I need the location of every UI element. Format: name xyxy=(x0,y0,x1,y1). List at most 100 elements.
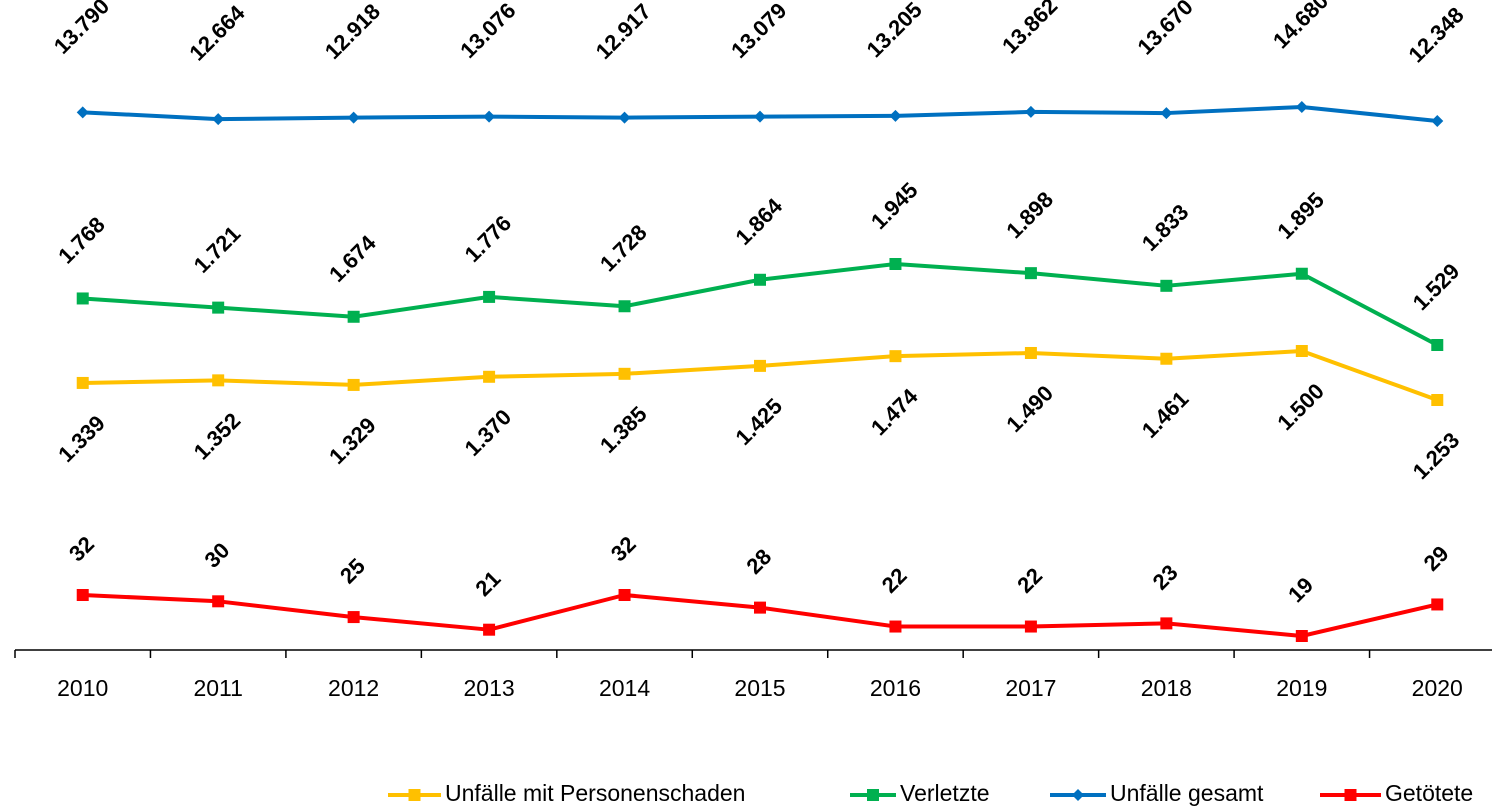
data-label: 1.674 xyxy=(324,230,381,287)
data-label: 1.474 xyxy=(866,383,923,440)
data-label: 13.670 xyxy=(1133,0,1198,60)
x-tick-label: 2012 xyxy=(328,675,379,701)
data-point xyxy=(212,595,225,608)
data-point xyxy=(889,350,902,363)
data-label: 19 xyxy=(1283,572,1318,607)
data-point xyxy=(1024,267,1037,280)
data-point xyxy=(1295,101,1308,113)
series-line xyxy=(82,593,1438,638)
legend-label: Verletzte xyxy=(900,780,990,806)
data-label: 1.329 xyxy=(324,412,381,469)
x-tick-label: 2017 xyxy=(1005,675,1056,701)
data-point xyxy=(1160,107,1173,120)
data-point xyxy=(1295,630,1308,642)
data-point xyxy=(889,258,902,270)
data-label: 1.352 xyxy=(189,408,246,465)
x-tick-label: 2019 xyxy=(1276,675,1327,701)
x-tick-label: 2020 xyxy=(1412,675,1463,701)
data-label: 1.945 xyxy=(866,178,923,235)
data-point xyxy=(1431,598,1444,611)
data-point xyxy=(76,589,89,601)
data-label: 14.680 xyxy=(1268,0,1333,53)
data-label: 25 xyxy=(335,553,370,588)
data-label: 1.721 xyxy=(189,221,246,278)
data-point xyxy=(889,109,902,122)
data-point xyxy=(347,611,360,624)
x-tick-label: 2010 xyxy=(57,675,108,701)
x-tick-label: 2018 xyxy=(1141,675,1192,701)
legend-label: Unfälle gesamt xyxy=(1110,780,1264,806)
data-point xyxy=(1431,339,1444,351)
data-point xyxy=(1160,352,1173,365)
data-label: 1.895 xyxy=(1272,187,1329,244)
data-label: 1.339 xyxy=(53,410,110,467)
x-tick-label: 2015 xyxy=(734,675,785,701)
data-label: 13.790 xyxy=(49,0,114,59)
data-point xyxy=(1431,115,1444,127)
data-point xyxy=(347,111,360,124)
data-point xyxy=(754,273,766,286)
data-point xyxy=(1295,345,1308,357)
data-label: 1.425 xyxy=(731,393,788,450)
data-label: 12.917 xyxy=(591,0,656,64)
legend-marker xyxy=(1344,789,1357,801)
data-point xyxy=(1160,617,1173,630)
data-label: 32 xyxy=(64,531,99,566)
data-label: 30 xyxy=(199,538,234,573)
data-label: 13.205 xyxy=(862,0,927,62)
data-label: 1.490 xyxy=(1001,380,1058,437)
data-point xyxy=(76,376,89,389)
data-label: 29 xyxy=(1419,541,1454,576)
data-label: 13.076 xyxy=(455,0,520,63)
data-point xyxy=(1431,394,1444,406)
data-label: 13.079 xyxy=(726,0,791,63)
data-point xyxy=(1024,105,1037,118)
data-label: 28 xyxy=(741,544,776,579)
data-point xyxy=(347,310,360,323)
data-point xyxy=(754,601,766,614)
data-label: 12.918 xyxy=(320,0,385,64)
series-line xyxy=(82,349,1438,402)
data-point xyxy=(618,111,631,124)
data-point xyxy=(754,359,766,372)
legend-marker xyxy=(867,789,879,801)
x-tick-label: 2013 xyxy=(464,675,515,701)
data-label: 22 xyxy=(877,563,912,598)
data-label: 12.664 xyxy=(184,0,250,66)
data-label: 1.728 xyxy=(595,220,652,277)
data-point xyxy=(76,292,89,305)
data-label: 1.529 xyxy=(1408,259,1465,316)
legend-marker xyxy=(408,789,421,801)
data-point xyxy=(1024,620,1037,633)
data-point xyxy=(212,374,225,387)
data-label: 1.370 xyxy=(460,404,517,461)
data-label: 1.833 xyxy=(1137,199,1194,256)
data-point xyxy=(618,367,631,380)
data-point xyxy=(1295,267,1308,280)
data-label: 23 xyxy=(1148,560,1183,595)
data-label: 1.461 xyxy=(1137,386,1194,443)
legend-marker xyxy=(1072,789,1084,801)
x-tick-label: 2016 xyxy=(870,675,921,701)
data-point xyxy=(1024,346,1037,359)
x-tick-label: 2011 xyxy=(193,675,242,701)
data-point xyxy=(754,110,766,123)
data-point xyxy=(483,290,496,303)
data-label: 1.768 xyxy=(53,212,110,269)
data-point xyxy=(212,113,225,126)
data-point xyxy=(618,300,631,313)
data-point xyxy=(347,378,360,391)
data-label: 1.500 xyxy=(1272,379,1329,436)
data-point xyxy=(1160,279,1173,292)
data-point xyxy=(483,370,496,383)
x-tick-label: 2014 xyxy=(599,675,650,701)
data-label: 22 xyxy=(1012,563,1047,598)
data-label: 21 xyxy=(470,566,505,601)
data-point xyxy=(212,301,225,314)
data-label: 1.776 xyxy=(460,210,517,267)
data-label: 13.862 xyxy=(997,0,1062,58)
data-label: 1.864 xyxy=(731,193,788,250)
legend-label: Unfälle mit Personenschaden xyxy=(445,780,745,806)
data-point xyxy=(483,623,496,636)
data-label: 1.385 xyxy=(595,401,652,458)
